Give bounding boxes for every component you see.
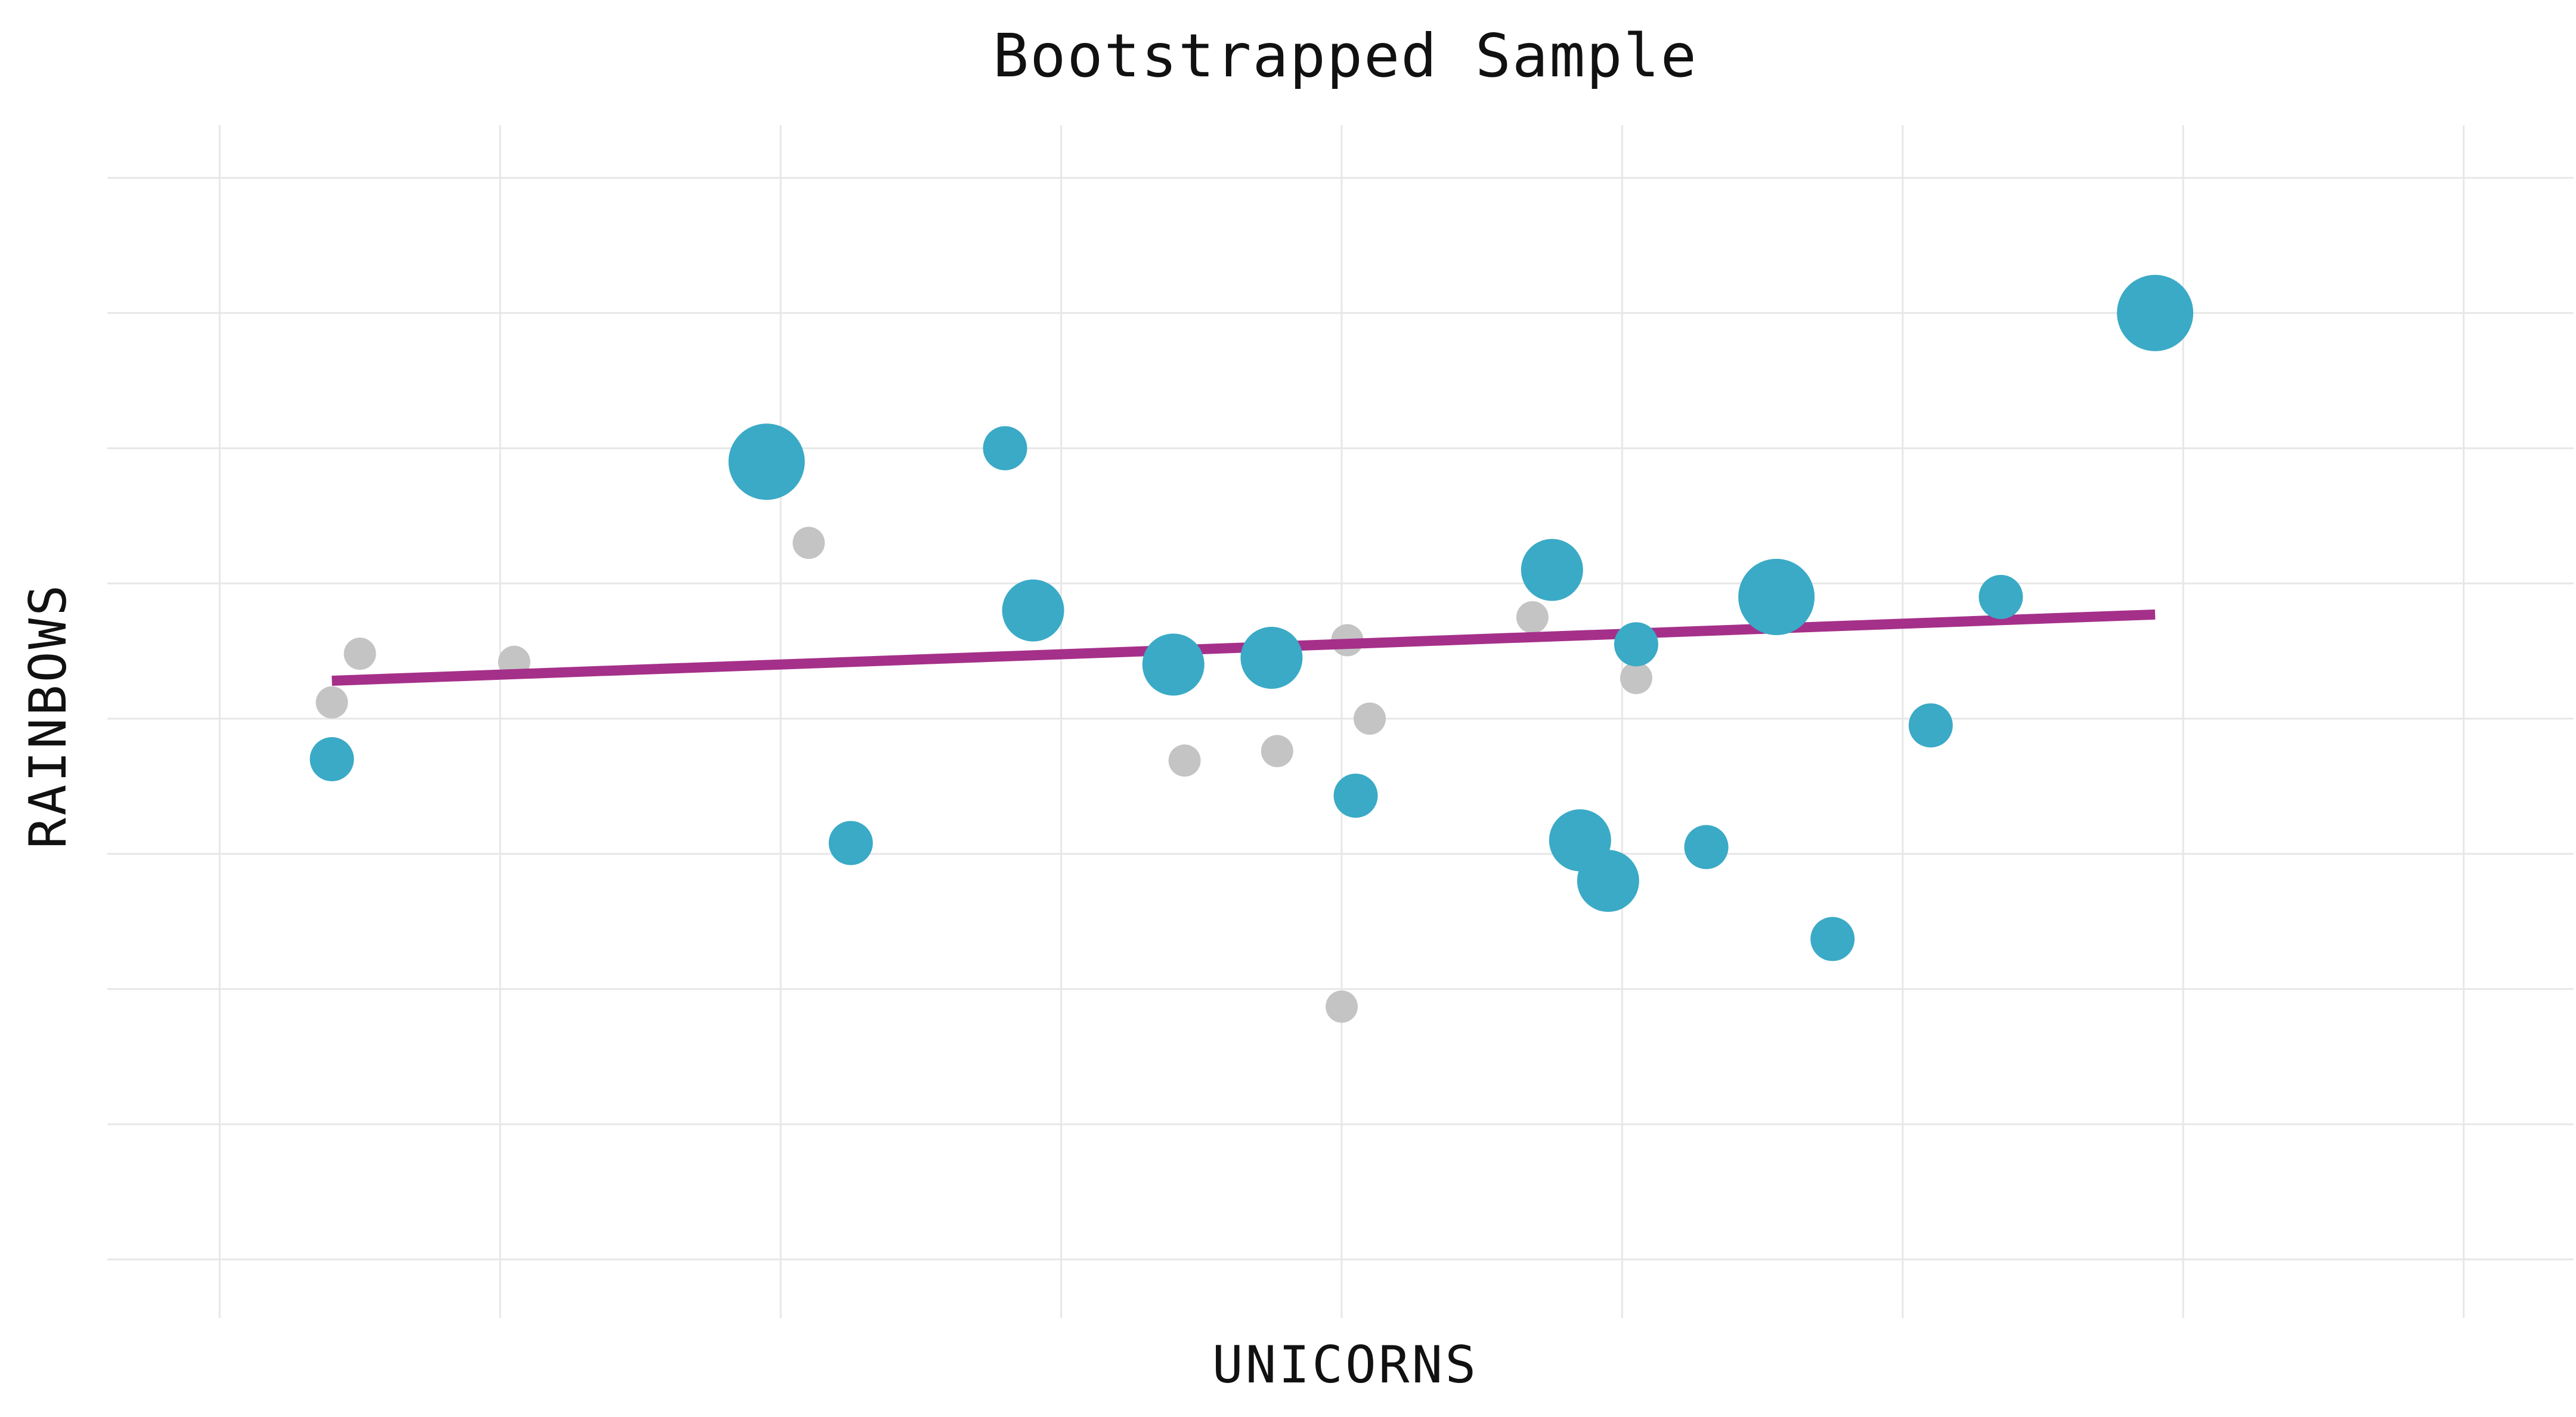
unsampled-point [1168,744,1201,777]
sampled-point [1577,850,1639,912]
x-axis-label: UNICORNS [1212,1335,1478,1395]
unsampled-point [1261,735,1293,768]
sampled-point [309,737,354,782]
sampled-point [1614,622,1658,667]
unsampled-point [1326,990,1358,1023]
sampled-point [1738,558,1815,635]
unsampled-point [1354,703,1386,735]
unsampled-point [1516,601,1549,633]
unsampled-points [315,527,1652,1023]
sampled-point [728,423,805,500]
sampled-point [1908,703,1953,748]
sampled-point [1240,626,1303,689]
grid-layer [107,125,2574,1318]
unsampled-point [315,686,348,719]
sampled-point [1002,579,1064,642]
unsampled-point [1620,661,1652,694]
unsampled-point [343,638,376,670]
y-axis-label: RAINBOWS [18,583,78,849]
sampled-point [1333,774,1378,818]
chart-title: Bootstrapped Sample [993,21,1698,91]
sampled-point [1684,825,1729,870]
sampled-point [983,426,1027,471]
sampled-point [828,821,873,865]
sampled-point [1979,574,2023,619]
sampled-point [2117,274,2194,351]
sampled-point [1810,917,1855,961]
sampled-points [309,274,2194,961]
unsampled-point [792,527,825,559]
sampled-point [1142,633,1205,696]
sampled-point [1521,539,1583,601]
